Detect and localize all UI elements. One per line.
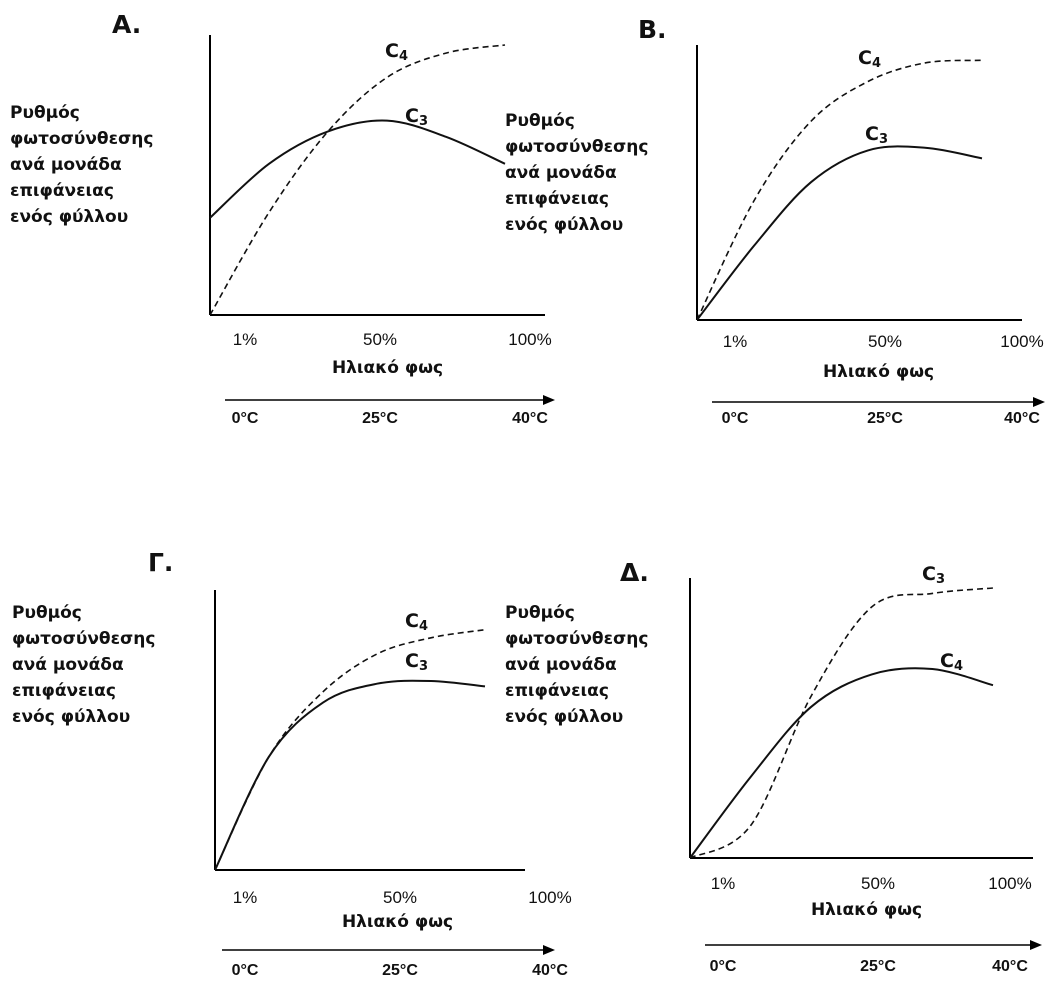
x-tick-label: 100% [508, 330, 552, 349]
panel-letter: Γ. [148, 548, 174, 577]
panel-letter: A. [112, 10, 142, 39]
temperature-label: 25°C [860, 958, 896, 975]
x-tick-label: 1% [232, 888, 258, 907]
series-line-c4 [214, 628, 486, 871]
series-line-c4 [689, 667, 994, 859]
temperature-label: 40°C [512, 410, 548, 427]
y-axis-label: Ρυθμός φωτοσύνθεσης ανά μονάδα επιφάνεια… [505, 111, 649, 235]
series-label-c4: C4 [858, 47, 881, 71]
series-line-c3 [696, 145, 983, 321]
series-line-c3 [689, 587, 994, 859]
series-label-c3: C3 [922, 563, 945, 587]
series-label-c4: C4 [940, 650, 963, 674]
x-tick-label: 1% [722, 332, 748, 351]
x-tick-label: 50% [382, 888, 418, 907]
y-axis-label: Ρυθμός φωτοσύνθεσης ανά μονάδα επιφάνεια… [505, 603, 649, 727]
x-tick-label: 50% [860, 874, 896, 893]
arrow-head-icon [543, 395, 555, 405]
temperature-label: 0°C [231, 962, 259, 979]
arrow-head-icon [1033, 397, 1045, 407]
x-tick-label: 50% [362, 330, 398, 349]
series-line-c3 [209, 119, 506, 219]
arrow-head-icon [543, 945, 555, 955]
x-tick-label: 100% [988, 874, 1032, 893]
temperature-label: 0°C [231, 410, 259, 427]
series-label-c3: C3 [405, 650, 428, 674]
x-tick-label: 1% [232, 330, 258, 349]
x-tick-label: 100% [1000, 332, 1044, 351]
temperature-label: 25°C [382, 962, 418, 979]
series-label-c3: C3 [865, 123, 888, 147]
series-line-c4 [209, 44, 506, 316]
temperature-label: 25°C [867, 410, 903, 427]
x-axis-label: Ηλιακό φως [331, 358, 444, 378]
x-tick-label: 50% [867, 332, 903, 351]
x-axis-label: Ηλιακό φως [810, 900, 923, 920]
x-axis-label: Ηλιακό φως [341, 912, 454, 932]
panel-letter: B. [638, 15, 667, 44]
series-line-c3 [214, 679, 486, 871]
x-tick-label: 1% [710, 874, 736, 893]
y-axis-label: Ρυθμός φωτοσύνθεσης ανά μονάδα επιφάνεια… [10, 103, 154, 227]
temperature-label: 25°C [362, 410, 398, 427]
temperature-label: 0°C [709, 958, 737, 975]
arrow-head-icon [1030, 940, 1042, 950]
temperature-label: 40°C [532, 962, 568, 979]
x-tick-label: 100% [528, 888, 572, 907]
series-label-c4: C4 [405, 610, 428, 634]
y-axis-label: Ρυθμός φωτοσύνθεσης ανά μονάδα επιφάνεια… [12, 603, 156, 727]
temperature-label: 40°C [1004, 410, 1040, 427]
series-label-c3: C3 [405, 105, 428, 129]
temperature-label: 40°C [992, 958, 1028, 975]
series-label-c4: C4 [385, 40, 408, 64]
temperature-label: 0°C [721, 410, 749, 427]
panel-letter: Δ. [620, 558, 649, 587]
series-line-c4 [696, 59, 983, 321]
x-axis-label: Ηλιακό φως [822, 362, 935, 382]
